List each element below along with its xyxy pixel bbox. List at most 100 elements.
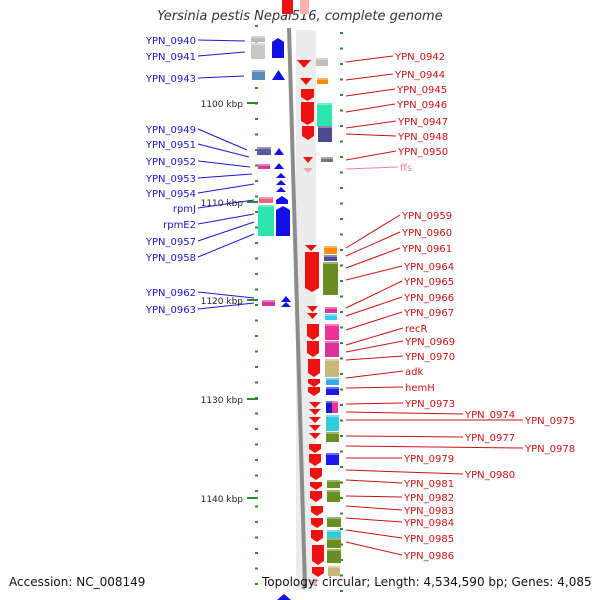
cds-highlight: [328, 566, 340, 568]
cds-highlight: [325, 359, 339, 361]
right-leader-line: [345, 355, 404, 361]
left-leader-line: [197, 183, 255, 194]
right-leader-line: [345, 505, 403, 511]
reverse-gene-arrow: [297, 60, 311, 68]
right-leader-line: [345, 231, 401, 257]
forward-gene-arrow: [281, 296, 291, 302]
forward-gene-block: [276, 206, 290, 236]
scale-dot: [340, 419, 343, 422]
right-leader-line: [345, 103, 396, 113]
right-gene-label: YPN_0977: [464, 433, 515, 444]
scale-dot: [340, 218, 343, 220]
right-gene-label: YPN_0986: [403, 551, 454, 562]
right-gene-label: YPN_0969: [404, 337, 455, 348]
cds-block: [327, 538, 341, 548]
scale-dot: [255, 412, 258, 415]
right-gene-label: YPN_0961: [401, 244, 452, 255]
cds-block: [326, 401, 332, 413]
scale-dot: [255, 257, 258, 260]
scale-dot: [340, 512, 343, 515]
scale-dot: [340, 78, 343, 81]
right-leader-line: [345, 296, 403, 317]
cds-highlight: [257, 147, 271, 149]
cds-highlight: [327, 549, 341, 551]
left-gene-label: rpmE2: [163, 220, 196, 231]
scale-dot: [255, 149, 258, 151]
cds-block: [326, 387, 339, 395]
forward-gene-arrow: [281, 302, 291, 307]
cds-block: [326, 415, 339, 431]
left-leader-line: [197, 221, 255, 242]
scale-dot: [340, 528, 343, 530]
tick-layer: 1100 kbp 1110 kbp 1120 kbp 1130 kbp 1140 kbp: [201, 25, 343, 592]
cds-block: [326, 432, 339, 442]
right-leader-line: [345, 55, 394, 63]
right-gene-label: YPN_0966: [403, 293, 454, 304]
reverse-gene-arrow: [309, 433, 321, 439]
cds-block: [316, 58, 328, 66]
reverse-gene-block: [312, 545, 324, 565]
reverse-gene-arrow: [309, 580, 319, 586]
scale-dot: [255, 133, 258, 136]
right-leader-line: [345, 517, 403, 523]
right-leader-line: [345, 386, 404, 389]
cds-highlight: [326, 387, 339, 389]
right-gene-label: YPN_0983: [403, 506, 454, 517]
left-gene-label: YPN_0953: [145, 174, 196, 185]
reverse-gene-block: [310, 468, 322, 480]
reverse-gene-block: [311, 530, 323, 542]
cds-highlight: [325, 341, 339, 343]
cds-highlight: [327, 490, 340, 492]
right-leader-line: [345, 340, 404, 353]
scale-dot: [340, 233, 343, 236]
reverse-gene-block: [312, 567, 324, 577]
left-leader-line: [197, 39, 246, 42]
reverse-gene-arrow: [305, 245, 317, 251]
scale-dot: [255, 25, 258, 27]
left-gene-label: YPN_0963: [145, 305, 196, 316]
right-gene-label: YPN_0960: [401, 228, 452, 239]
right-gene-label: YPN_0959: [401, 211, 452, 222]
scale-dot: [340, 264, 343, 267]
reverse-gene-block: [311, 506, 323, 516]
left-leader-line: [197, 199, 255, 209]
tick-label: 1120 kbp: [201, 297, 244, 307]
right-gene-label: ffs: [400, 163, 412, 174]
right-gene-label: YPN_0979: [403, 454, 454, 465]
forward-gene-arrow: [274, 148, 284, 155]
cds-block: [317, 78, 328, 84]
right-gene-label: YPN_0942: [394, 52, 445, 63]
right-gene-label: YPN_0982: [403, 493, 454, 504]
cds-block: [324, 255, 337, 261]
left-gene-label: YPN_0943: [145, 74, 196, 85]
reverse-gene-arrow: [309, 417, 321, 423]
cds-highlight: [325, 324, 339, 326]
scale-dot: [255, 366, 258, 368]
cds-block: [324, 246, 337, 254]
forward-gene-arrow: [272, 70, 285, 80]
cds-block: [327, 490, 340, 502]
left-leader-line: [197, 213, 255, 225]
scale-dot: [340, 94, 343, 96]
right-leader-line: [345, 280, 403, 309]
cds-block: [326, 453, 339, 465]
right-gene-label: YPN_0984: [403, 518, 454, 529]
forward-gene-arrow: [276, 173, 286, 178]
scale-dot: [340, 466, 343, 468]
cds-block: [327, 549, 341, 563]
cds-highlight: [251, 43, 265, 45]
right-gene-label: YPN_0948: [397, 132, 448, 143]
cds-block: [318, 126, 332, 142]
reverse-gene-block: [302, 126, 314, 140]
cds-block: [328, 566, 340, 576]
scale-dot: [340, 559, 343, 561]
right-gene-label: YPN_0970: [404, 352, 455, 363]
right-gene-label: YPN_0985: [403, 534, 454, 545]
reverse-gene-block: [309, 454, 321, 466]
left-gene-label: rpmJ: [173, 204, 196, 215]
right-leader-line: [345, 327, 404, 346]
right-leader-line: [345, 435, 464, 438]
reverse-gene-arrow: [303, 157, 313, 163]
scale-dot: [255, 474, 258, 477]
scale-dot: [340, 404, 343, 406]
